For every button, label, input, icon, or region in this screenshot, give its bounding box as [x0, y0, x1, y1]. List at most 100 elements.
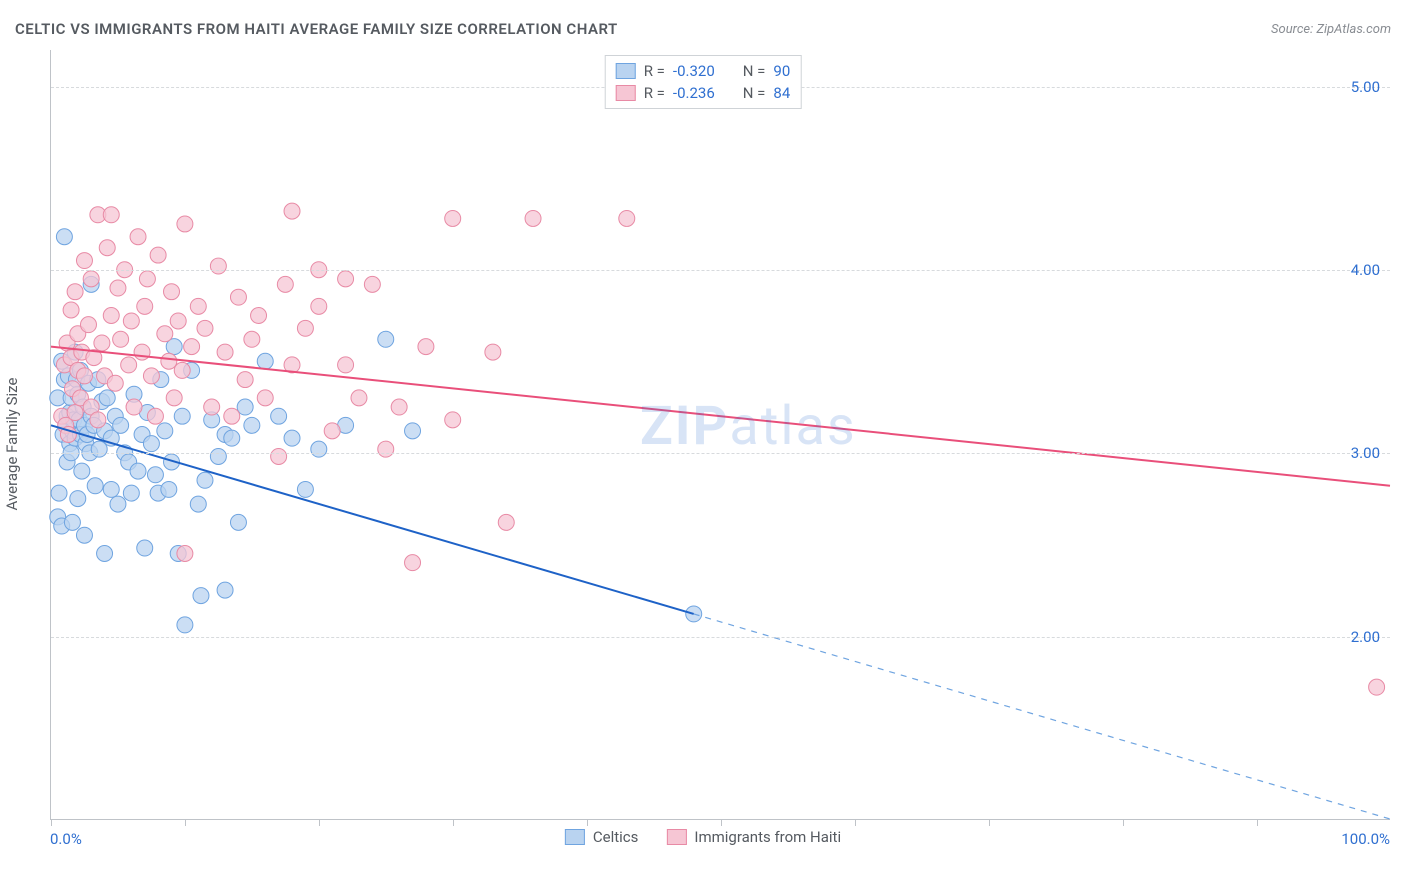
scatter-point-celtics: [378, 331, 394, 347]
scatter-point-haiti: [224, 408, 240, 424]
scatter-point-haiti: [237, 372, 253, 388]
scatter-point-celtics: [217, 582, 233, 598]
scatter-point-celtics: [311, 441, 327, 457]
scatter-point-celtics: [405, 423, 421, 439]
scatter-point-haiti: [134, 344, 150, 360]
scatter-point-haiti: [137, 298, 153, 314]
scatter-point-haiti: [391, 399, 407, 415]
series-legend-label: Immigrants from Haiti: [694, 828, 841, 846]
scatter-point-haiti: [1369, 679, 1385, 695]
n-label: N =: [743, 62, 766, 80]
x-axis-max-label: 100.0%: [1341, 830, 1390, 848]
source-name: ZipAtlas.com: [1316, 22, 1391, 37]
legend-swatch-haiti: [666, 829, 686, 845]
scatter-point-haiti: [130, 229, 146, 245]
series-legend: Celtics Immigrants from Haiti: [565, 828, 841, 846]
scatter-point-celtics: [123, 485, 139, 501]
stats-legend-row-celtics: R =-0.320N =90: [616, 60, 791, 82]
r-label: R =: [644, 84, 665, 102]
scatter-point-celtics: [143, 436, 159, 452]
scatter-point-haiti: [107, 375, 123, 391]
scatter-point-haiti: [126, 399, 142, 415]
scatter-point-haiti: [157, 326, 173, 342]
scatter-point-celtics: [70, 491, 86, 507]
scatter-point-haiti: [284, 203, 300, 219]
series-legend-item-celtics: Celtics: [565, 828, 639, 846]
x-tick-mark: [1123, 819, 1124, 826]
scatter-point-haiti: [150, 247, 166, 263]
x-tick-mark: [587, 819, 588, 826]
y-tick-label: 4.00: [1351, 261, 1380, 279]
scatter-point-celtics: [113, 417, 129, 433]
scatter-point-haiti: [257, 390, 273, 406]
scatter-point-celtics: [130, 463, 146, 479]
y-axis-title: Average Family Size: [3, 378, 21, 511]
scatter-point-celtics: [76, 527, 92, 543]
scatter-point-haiti: [217, 344, 233, 360]
scatter-point-celtics: [51, 485, 67, 501]
scatter-point-celtics: [244, 417, 260, 433]
scatter-point-haiti: [190, 298, 206, 314]
scatter-point-haiti: [177, 546, 193, 562]
source-prefix: Source:: [1271, 22, 1316, 37]
scatter-point-celtics: [174, 408, 190, 424]
scatter-point-haiti: [161, 353, 177, 369]
scatter-point-celtics: [157, 423, 173, 439]
scatter-point-haiti: [80, 317, 96, 333]
scatter-point-haiti: [351, 390, 367, 406]
scatter-point-celtics: [271, 408, 287, 424]
y-tick-label: 3.00: [1351, 444, 1380, 462]
scatter-point-celtics: [190, 496, 206, 512]
scatter-point-celtics: [177, 617, 193, 633]
legend-swatch-celtics: [565, 829, 585, 845]
scatter-point-haiti: [378, 441, 394, 457]
scatter-point-haiti: [174, 362, 190, 378]
scatter-point-haiti: [210, 258, 226, 274]
scatter-point-haiti: [110, 280, 126, 296]
x-tick-mark: [319, 819, 320, 826]
scatter-point-haiti: [67, 405, 83, 421]
scatter-point-haiti: [324, 423, 340, 439]
x-tick-mark: [185, 819, 186, 826]
scatter-point-haiti: [311, 298, 327, 314]
scatter-point-haiti: [405, 555, 421, 571]
scatter-point-haiti: [445, 412, 461, 428]
scatter-point-haiti: [99, 240, 115, 256]
scatter-point-haiti: [143, 368, 159, 384]
scatter-point-celtics: [74, 463, 90, 479]
scatter-point-haiti: [297, 320, 313, 336]
scatter-point-haiti: [338, 271, 354, 287]
scatter-point-haiti: [170, 313, 186, 329]
stats-legend: R =-0.320N =90R =-0.236N =84: [605, 55, 802, 109]
scatter-point-haiti: [94, 335, 110, 351]
n-label: N =: [743, 84, 766, 102]
scatter-point-haiti: [498, 514, 514, 530]
r-label: R =: [644, 62, 665, 80]
gridline: [51, 270, 1390, 271]
gridline: [51, 453, 1390, 454]
chart-svg: [51, 50, 1390, 819]
x-tick-mark: [51, 819, 52, 826]
scatter-point-celtics: [137, 540, 153, 556]
x-tick-mark: [453, 819, 454, 826]
scatter-point-haiti: [103, 307, 119, 323]
scatter-point-celtics: [110, 496, 126, 512]
scatter-point-haiti: [485, 344, 501, 360]
x-tick-mark: [855, 819, 856, 826]
x-tick-mark: [989, 819, 990, 826]
scatter-point-haiti: [251, 307, 267, 323]
scatter-point-celtics: [230, 514, 246, 530]
scatter-point-haiti: [197, 320, 213, 336]
scatter-point-celtics: [87, 478, 103, 494]
scatter-point-haiti: [271, 448, 287, 464]
scatter-point-haiti: [139, 271, 155, 287]
scatter-point-celtics: [210, 448, 226, 464]
scatter-point-celtics: [193, 588, 209, 604]
scatter-point-haiti: [113, 331, 129, 347]
scatter-point-haiti: [184, 339, 200, 355]
scatter-point-haiti: [177, 216, 193, 232]
r-value: -0.320: [673, 62, 715, 80]
scatter-point-celtics: [224, 430, 240, 446]
scatter-point-celtics: [237, 399, 253, 415]
scatter-point-haiti: [90, 412, 106, 428]
